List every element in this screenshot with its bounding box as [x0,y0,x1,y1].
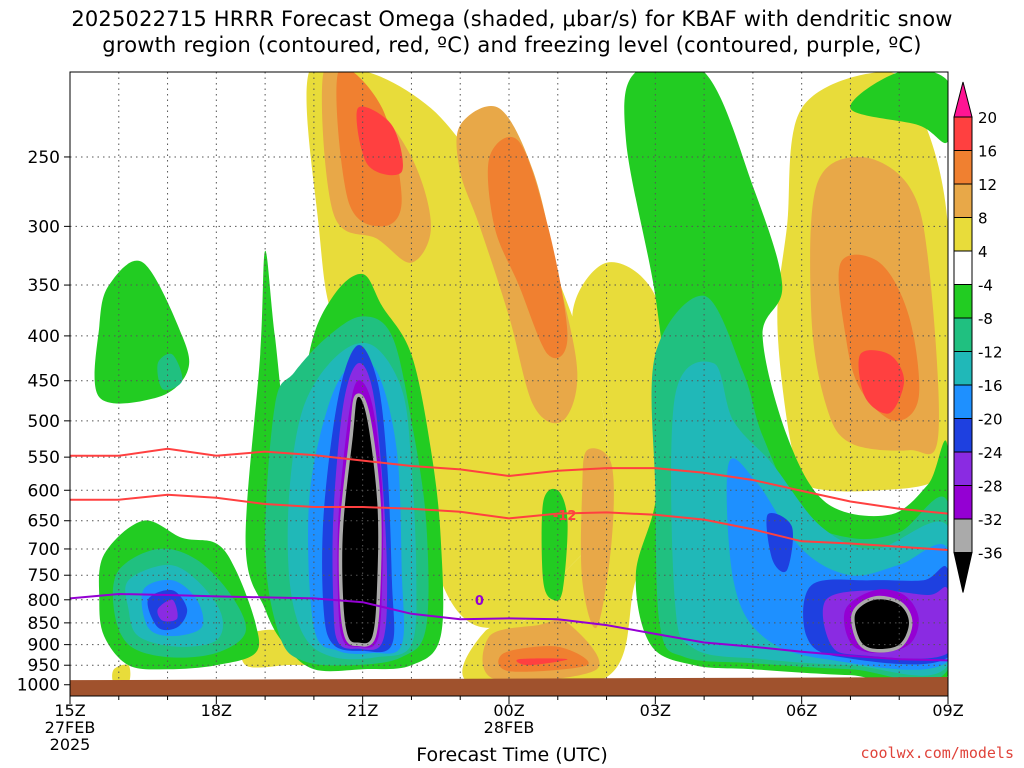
omega-region-pos12 [487,136,568,359]
x-tick-label: 06Z [786,701,817,720]
omega-region-neg28 [157,599,178,622]
chart-title: 2025022715 HRRR Forecast Omega (shaded, … [0,6,1024,58]
x-tick-label: 18Z [201,701,232,720]
colorbar-segment [953,317,973,352]
colorbar-label: -12 [978,344,1003,362]
y-tick-label: 1000 [17,676,60,696]
omega-region-pos4 [462,262,676,690]
colorbar-label: 4 [978,243,988,261]
colorbar-arrow-top [953,81,973,118]
y-tick-label: 250 [28,148,60,168]
colorbar-label: 16 [978,143,997,161]
colorbar-label: -32 [978,511,1003,529]
chart-title-line1: 2025022715 HRRR Forecast Omega (shaded, … [71,7,953,31]
colorbar-segment [953,451,973,486]
y-tick-label: 750 [28,566,60,586]
x-tick-label: 00Z [493,701,524,720]
colorbar-label: -36 [978,545,1003,563]
colorbar-segment [953,351,973,386]
colorbar-segment [953,418,973,453]
colorbar-label: -20 [978,411,1003,429]
y-tick-label: 350 [28,276,60,296]
omega-shading [94,72,948,692]
x-tick-label: 15Z [54,701,85,720]
colorbar-label: 20 [978,109,997,127]
y-tick-label: 550 [28,448,60,468]
colorbar-segment [953,116,973,151]
y-tick-label: 650 [28,512,60,532]
x-tick-date: 27FEB [45,718,96,737]
y-tick-label: 400 [28,327,60,347]
x-axis-label: Forecast Time (UTC) [416,744,608,766]
colorbar: 20 16 12 8 4 -4 -8 -12 -16 -20 -24 -28 -32 -36 [953,81,1003,593]
x-tick-label: 09Z [932,701,963,720]
colorbar-segment [953,284,973,319]
y-tick-label: 450 [28,372,60,392]
colorbar-label: 12 [978,176,997,194]
colorbar-segment [953,518,973,553]
colorbar-arrow-bottom [953,552,973,593]
contour-line-1 [70,493,948,551]
terrain-layer [70,677,948,696]
colorbar-label: 8 [978,210,988,228]
colorbar-segment [953,485,973,520]
colorbar-segment [953,183,973,218]
colorbar-segment [953,217,973,252]
y-tick-label: 600 [28,481,60,501]
y-tick-label: 500 [28,412,60,432]
omega-region-neg8 [850,72,948,144]
colorbar-label: -16 [978,377,1003,395]
x-tick-label: 03Z [640,701,671,720]
y-axis: 2503003504004505005506006507007508008509… [17,148,70,696]
y-tick-label: 300 [28,217,60,237]
colorbar-label: -4 [978,277,993,295]
colorbar-label: -8 [978,310,993,328]
credit-text: coolwx.com/models [860,744,1014,762]
contour-lines: -12 0 [70,447,948,662]
grid-lines [70,72,948,696]
colorbar-label: -28 [978,478,1003,496]
omega-region-neg8 [541,488,568,601]
chart-title-line2: growth region (contoured, red, ºC) and f… [102,33,922,57]
colorbar-segment [953,150,973,185]
omega-region-pos16 [516,658,568,666]
colorbar-segment [953,250,973,285]
y-tick-label: 800 [28,591,60,611]
omega-region-pos16 [356,106,403,176]
colorbar-segment [953,384,973,419]
colorbar-label: -24 [978,444,1003,462]
omega-region-pos8 [580,448,614,629]
contour-label: -12 [553,509,577,524]
y-tick-label: 950 [28,656,60,676]
y-tick-label: 850 [28,614,60,634]
terrain-fill [70,677,948,696]
x-tick-label: 21Z [347,701,378,720]
omega-region-neg24 [766,512,793,573]
omega-region-pos4 [112,664,131,685]
y-tick-label: 700 [28,540,60,560]
y-tick-label: 900 [28,636,60,656]
contour-line-0 [70,447,948,515]
x-tick-date: 28FEB [484,718,535,737]
omega-region-neg36 [851,595,913,653]
x-tick-year: 2025 [50,735,91,754]
contour-label: 0 [475,594,484,609]
contour-line-2 [70,592,948,662]
omega-region-pos16 [858,350,905,414]
